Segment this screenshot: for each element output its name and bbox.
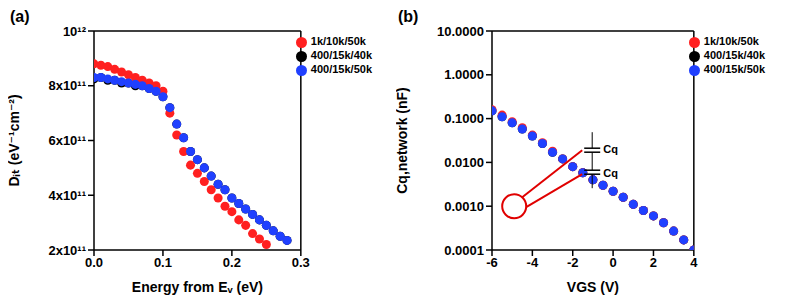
svg-text:8x10¹¹: 8x10¹¹ (48, 78, 86, 93)
svg-text:0.1: 0.1 (154, 255, 172, 270)
html-text:400/15k/50k: 400/15k/50k (703, 63, 765, 75)
svg-text:-2: -2 (567, 255, 579, 270)
svg-text:Energy from Eᵥ (eV): Energy from Eᵥ (eV) (132, 279, 263, 295)
html-text:(b): (b) (398, 8, 419, 25)
svg-text:0.0100: 0.0100 (444, 155, 484, 170)
html-text:(a): (a) (10, 8, 30, 25)
svg-text:0: 0 (609, 255, 616, 270)
svg-text:6x10¹¹: 6x10¹¹ (48, 133, 86, 148)
svg-text:0.3: 0.3 (292, 255, 310, 270)
svg-text:0.0010: 0.0010 (444, 199, 484, 214)
svg-text:0.0: 0.0 (85, 255, 103, 270)
svg-text:2: 2 (650, 255, 657, 270)
svg-text:4x10¹¹: 4x10¹¹ (48, 188, 86, 203)
html-text:1k/10k/50k: 1k/10k/50k (703, 35, 759, 47)
svg-text:10.0000: 10.0000 (437, 24, 484, 39)
svg-text:2x10¹¹: 2x10¹¹ (48, 243, 86, 258)
svg-text:Cq: Cq (603, 167, 618, 179)
html-text:1k/10k/50k: 1k/10k/50k (310, 35, 366, 47)
html-text:400/15k/50k: 400/15k/50k (310, 63, 372, 75)
svg-text:1.0000: 1.0000 (444, 67, 484, 82)
svg-text:Cq,network (nF): Cq,network (nF) (396, 87, 410, 194)
svg-text:Cq: Cq (603, 143, 618, 155)
svg-text:VGS (V): VGS (V) (567, 279, 619, 295)
html-text:400/15k/40k: 400/15k/40k (310, 49, 372, 61)
svg-text:0.0001: 0.0001 (444, 243, 484, 258)
svg-text:0.1000: 0.1000 (444, 111, 484, 126)
svg-text:4: 4 (690, 255, 698, 270)
html-text:400/15k/40k: 400/15k/40k (703, 49, 765, 61)
svg-text:Dᵢₜ (eV⁻¹cm⁻²): Dᵢₜ (eV⁻¹cm⁻²) (8, 94, 22, 186)
svg-text:10¹²: 10¹² (63, 24, 87, 39)
svg-text:-4: -4 (527, 255, 539, 270)
svg-text:0.2: 0.2 (223, 255, 241, 270)
svg-text:-6: -6 (486, 255, 498, 270)
